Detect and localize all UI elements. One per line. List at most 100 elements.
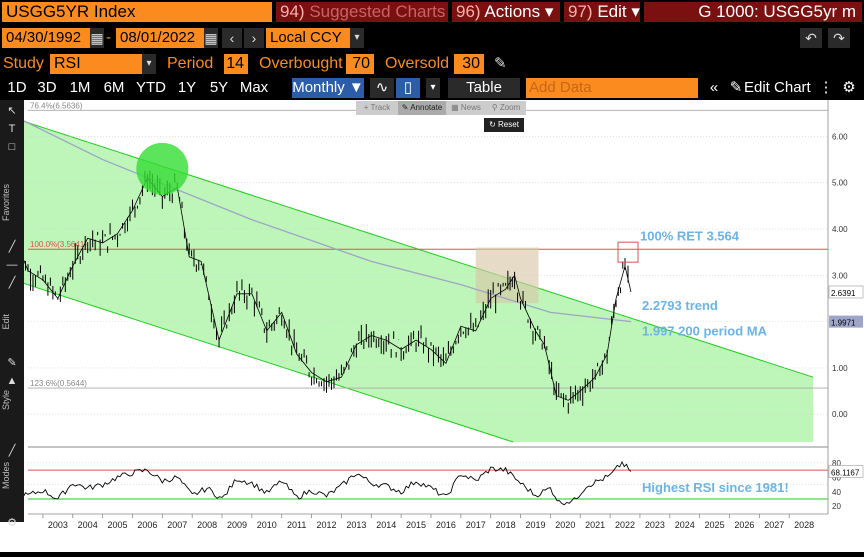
rsi-tick-label: 60	[832, 473, 841, 482]
annotation-rsi: Highest RSI since 1981!	[642, 480, 789, 495]
chart-settings-icon[interactable]: ⚙	[7, 517, 17, 529]
prev-period-icon[interactable]: ‹	[222, 28, 242, 48]
suggested-charts-menu[interactable]: 94) Suggested Charts	[276, 2, 448, 22]
chart-type-dropdown-icon[interactable]: ▾	[426, 78, 440, 98]
timeframe-3d[interactable]: 3D	[32, 78, 62, 98]
window-title: G 1000: USGG5yr m	[644, 2, 862, 22]
x-tick-label: 2023	[645, 520, 665, 530]
settings-icon[interactable]: ⚙	[840, 78, 858, 98]
highlight-box	[475, 247, 539, 304]
ray-tool-icon[interactable]: ╱	[8, 277, 16, 289]
bar-chart-icon[interactable]: ▯	[396, 78, 420, 98]
x-tick-label: 2015	[406, 520, 426, 530]
rsi-tick-label: 80	[832, 459, 841, 468]
x-tick-label: 2027	[764, 520, 784, 530]
hline-tool-icon[interactable]: —	[6, 259, 18, 271]
timeframe-6m[interactable]: 6M	[98, 78, 130, 98]
reset-button[interactable]: ↻ Reset	[484, 118, 524, 132]
news-button[interactable]: ▦ News	[446, 101, 486, 115]
frequency-select[interactable]: Monthly ▼	[292, 78, 364, 98]
ma-line	[12, 114, 632, 323]
x-tick-label: 2009	[227, 520, 247, 530]
last-price-badge	[828, 285, 864, 299]
track-button[interactable]: + Track	[356, 101, 398, 115]
fib-label-low: 123.6%(0.5644)	[30, 379, 87, 388]
x-tick-label: 2020	[555, 520, 575, 530]
overbought-field[interactable]: 70	[346, 54, 374, 74]
news-label: News	[460, 103, 481, 112]
edit-menu[interactable]: 97) Edit ▾	[564, 2, 640, 22]
chart-svg[interactable]: 76.4%(6.5636) 100.0%(3.5641) 123.6%(0.5644…	[0, 100, 864, 552]
x-tick-label: 2012	[316, 520, 336, 530]
annotation-ret: 100% RET 3.564	[640, 229, 740, 244]
actions-num: 96)	[456, 2, 481, 21]
line-chart-icon[interactable]: ∿	[370, 78, 394, 98]
edit-sidebar-label: Edit	[1, 314, 11, 330]
timeframe-max[interactable]: Max	[236, 78, 272, 98]
y-tick-label: 0.00	[832, 410, 848, 419]
undo-icon[interactable]: ↶	[800, 28, 822, 48]
study-field[interactable]: RSI	[50, 54, 142, 74]
edit-label: Edit ▾	[597, 2, 640, 21]
style-label: Style	[1, 390, 11, 411]
timeframe-5y[interactable]: 5Y	[204, 78, 234, 98]
timeframe-1d[interactable]: 1D	[4, 78, 30, 98]
x-tick-label: 2004	[78, 520, 98, 530]
currency-dropdown-icon[interactable]: ▾	[350, 28, 364, 48]
pencil-icon[interactable]: ✎	[494, 55, 507, 72]
collapse-icon[interactable]: «	[706, 78, 722, 98]
text-tool-icon[interactable]: T	[8, 123, 16, 135]
brush-tool-icon[interactable]: ✎	[7, 357, 17, 369]
timeframe-1y[interactable]: 1Y	[172, 78, 202, 98]
end-date-field[interactable]: 08/01/2022	[116, 28, 204, 48]
y-tick-label: 3.00	[832, 271, 848, 280]
start-date-field[interactable]: 04/30/1992	[2, 28, 90, 48]
x-tick-label: 2021	[585, 520, 605, 530]
x-tick-label: 2017	[466, 520, 486, 530]
oversold-field[interactable]: 30	[454, 54, 484, 74]
timeframe-1m[interactable]: 1M	[64, 78, 96, 98]
y-tick-label: 1.00	[832, 364, 848, 373]
shape-tool-icon[interactable]: □	[8, 141, 16, 153]
period-field[interactable]: 14	[224, 54, 248, 74]
chart-area[interactable]: 76.4%(6.5636) 100.0%(3.5641) 123.6%(0.5644…	[0, 100, 864, 552]
x-tick-label: 2010	[257, 520, 277, 530]
fib-tool-icon[interactable]: ▲	[6, 375, 18, 387]
currency-select[interactable]: Local CCY	[266, 28, 350, 48]
x-tick-label: 2011	[287, 520, 306, 530]
x-tick-label: 2024	[675, 520, 695, 530]
left-sidebar: ↖ T □ Favorites ╱ — ╱ Edit ✎ ▲ Style ╱ M…	[0, 100, 24, 522]
line-tool-icon[interactable]: ╱	[8, 241, 16, 253]
period-label: Period	[167, 55, 214, 72]
ticker-field[interactable]: USGG5YR Index	[2, 2, 272, 22]
highlight-square	[617, 241, 639, 263]
zoom-button[interactable]: ⚲ Zoom	[486, 101, 526, 115]
x-tick-label: 2003	[48, 520, 68, 530]
next-period-icon[interactable]: ›	[244, 28, 264, 48]
cursor-icon[interactable]: ↖	[7, 105, 17, 117]
x-tick-label: 2013	[346, 520, 366, 530]
zoom-label: Zoom	[499, 103, 521, 112]
rsi-line	[12, 460, 632, 506]
x-tick-label: 2026	[734, 520, 754, 530]
actions-menu[interactable]: 96) Actions ▾	[452, 2, 560, 22]
study-dropdown-icon[interactable]: ▾	[142, 54, 156, 74]
x-tick-label: 2014	[376, 520, 396, 530]
table-button[interactable]: Table	[448, 78, 520, 98]
ma-value-label: 1.9971	[831, 319, 856, 328]
track-label: Track	[370, 103, 391, 112]
favorites-label: Favorites	[1, 184, 11, 222]
redo-icon[interactable]: ↷	[828, 28, 850, 48]
suggested-charts-num: 94)	[280, 2, 305, 21]
timeframe-ytd[interactable]: YTD	[132, 78, 170, 98]
calendar-end-icon[interactable]: ▦	[204, 28, 218, 48]
calendar-start-icon[interactable]: ▦	[90, 28, 104, 48]
rsi-last-badge	[828, 465, 864, 478]
measure-icon[interactable]: ╱	[8, 445, 16, 457]
header-bar: USGG5YR Index 94) Suggested Charts 96) A…	[0, 0, 864, 24]
edit-chart-button[interactable]: Edit Chart	[744, 78, 812, 98]
x-tick-label: 2022	[615, 520, 635, 530]
more-icon[interactable]: ⋮	[818, 78, 834, 98]
annotate-button[interactable]: ✎ Annotate	[398, 101, 446, 115]
add-data-input[interactable]: Add Data	[526, 78, 698, 98]
